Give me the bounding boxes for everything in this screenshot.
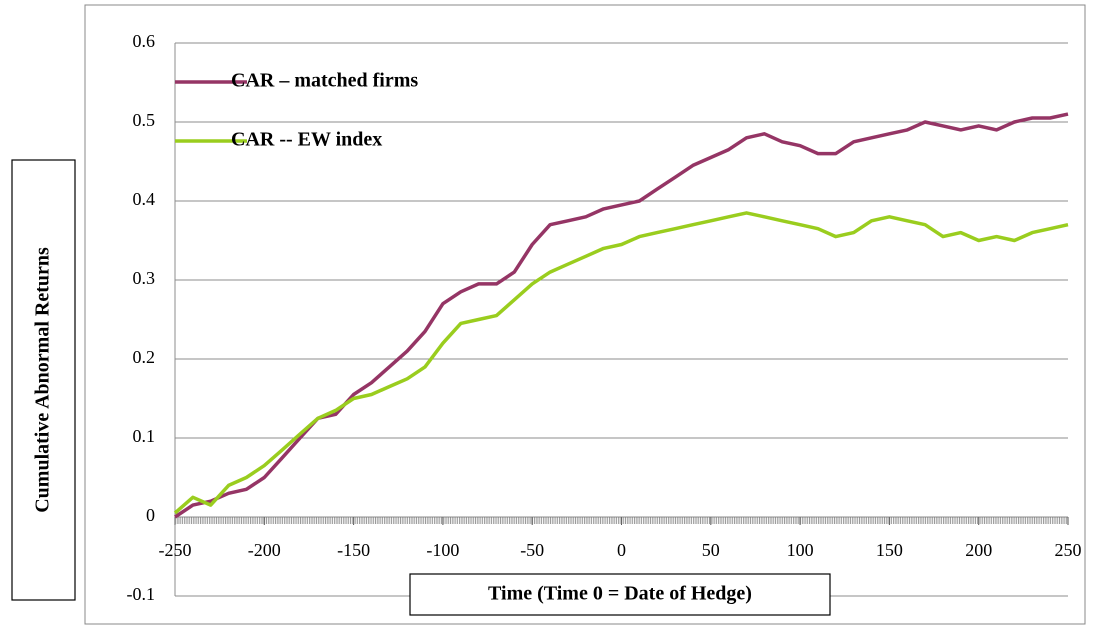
x-tick-label: -50: [520, 540, 544, 560]
minor-ticks: [175, 517, 1068, 524]
x-tick-label: 150: [876, 540, 903, 560]
x-tick-label: 100: [787, 540, 814, 560]
y-label-box: [11, 159, 76, 601]
legend-label: CAR -- EW index: [231, 129, 382, 151]
y-tick-label: 0.4: [133, 189, 156, 209]
x-axis-label: Time (Time 0 = Date of Hedge): [488, 583, 752, 605]
x-tick-label: 0: [617, 540, 626, 560]
y-tick-label: -0.1: [127, 584, 156, 604]
y-tick-label: 0: [146, 505, 155, 525]
y-tick-label: 0.5: [133, 110, 156, 130]
chart-border: [84, 4, 1086, 625]
x-tick-label: -200: [248, 540, 281, 560]
y-tick-label: 0.6: [133, 31, 156, 51]
x-tick-label: 200: [965, 540, 992, 560]
x-tick-label: 50: [702, 540, 720, 560]
y-axis-label: Cumulative Abnormal Returns: [32, 247, 54, 513]
series-line: [174, 112, 1069, 519]
legend-label: CAR – matched firms: [231, 70, 418, 92]
x-label-box: [409, 573, 831, 616]
x-tick-label: -100: [426, 540, 459, 560]
lines: [173, 112, 1069, 519]
series-line: [173, 211, 1069, 515]
y-tick-label: 0.1: [133, 426, 156, 446]
y-tick-label: 0.2: [133, 347, 156, 367]
x-tick-label: 250: [1055, 540, 1082, 560]
x-tick-label: -150: [337, 540, 370, 560]
x-tick-label: -250: [159, 540, 192, 560]
y-tick-label: 0.3: [133, 268, 156, 288]
grid: [174, 42, 1069, 597]
